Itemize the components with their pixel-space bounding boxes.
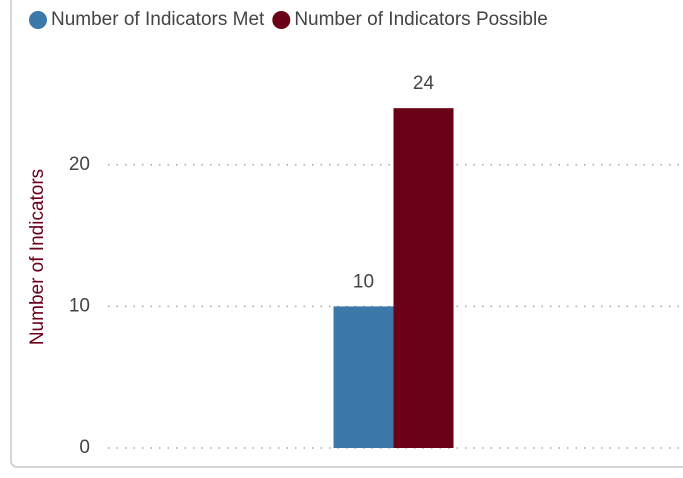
- data-label: 10: [353, 271, 374, 292]
- y-tick-label: 0: [79, 437, 90, 458]
- bar: [393, 108, 454, 448]
- data-label: 24: [413, 73, 435, 94]
- legend-marker: [29, 11, 47, 29]
- y-axis-label: Number of Indicators: [27, 169, 48, 345]
- bar: [333, 306, 394, 448]
- legend-label: Number of Indicators Possible: [294, 9, 547, 30]
- y-tick-label: 20: [69, 154, 90, 175]
- legend-marker: [272, 11, 291, 29]
- card: [10, 0, 683, 468]
- legend-label: Number of Indicators Met: [51, 9, 265, 30]
- y-tick-label: 10: [69, 295, 90, 316]
